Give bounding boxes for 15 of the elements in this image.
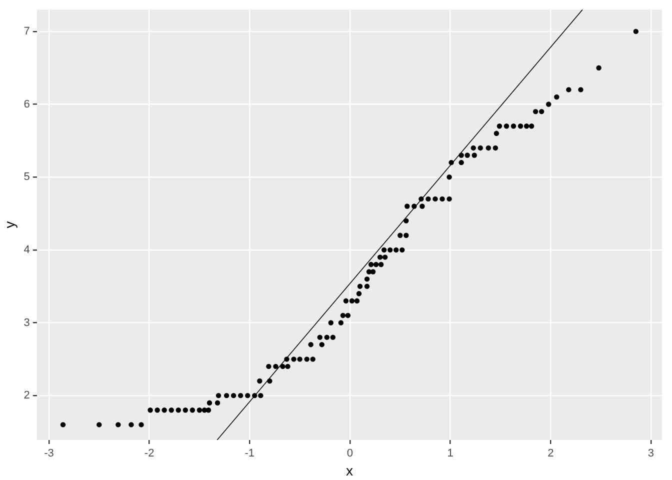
- x-tick-label: 1: [447, 448, 454, 460]
- y-tick-label: 3: [24, 316, 30, 329]
- y-tick-label: 4: [24, 244, 30, 256]
- y-tick-label: 5: [24, 171, 30, 184]
- y-tick-label: 2: [24, 390, 30, 402]
- x-tick-label: 2: [548, 448, 554, 460]
- y-tick-label: 7: [24, 25, 30, 38]
- x-tick-label: -3: [44, 448, 54, 460]
- x-tick-label: -1: [244, 448, 255, 460]
- x-axis-title: x: [346, 462, 353, 478]
- y-tick-label: 6: [24, 98, 30, 110]
- x-tick-label: 0: [346, 448, 354, 460]
- y-axis-title: y: [1, 221, 18, 228]
- x-tick-label: 3: [648, 448, 654, 460]
- x-tick-label: -2: [144, 448, 154, 460]
